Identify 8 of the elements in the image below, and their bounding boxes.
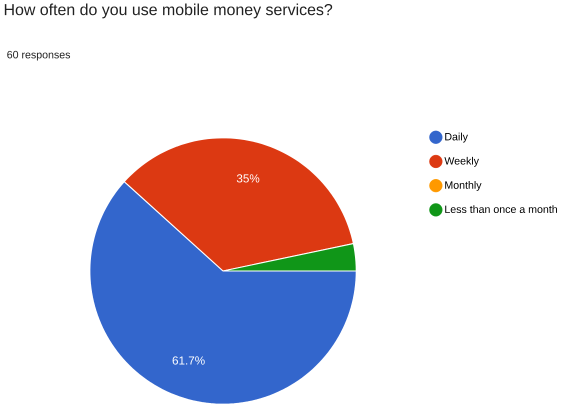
chart-subtitle: 60 responses	[7, 51, 70, 61]
legend-label: Weekly	[444, 156, 479, 167]
data-label: 61.7%	[172, 356, 205, 365]
legend-label: Monthly	[445, 181, 482, 192]
data-label: 35%	[236, 174, 260, 183]
legend-label: Daily	[445, 132, 468, 143]
legend-label: Less than once a month	[445, 205, 557, 214]
chart-title: How often do you use mobile money services?	[4, 4, 332, 19]
